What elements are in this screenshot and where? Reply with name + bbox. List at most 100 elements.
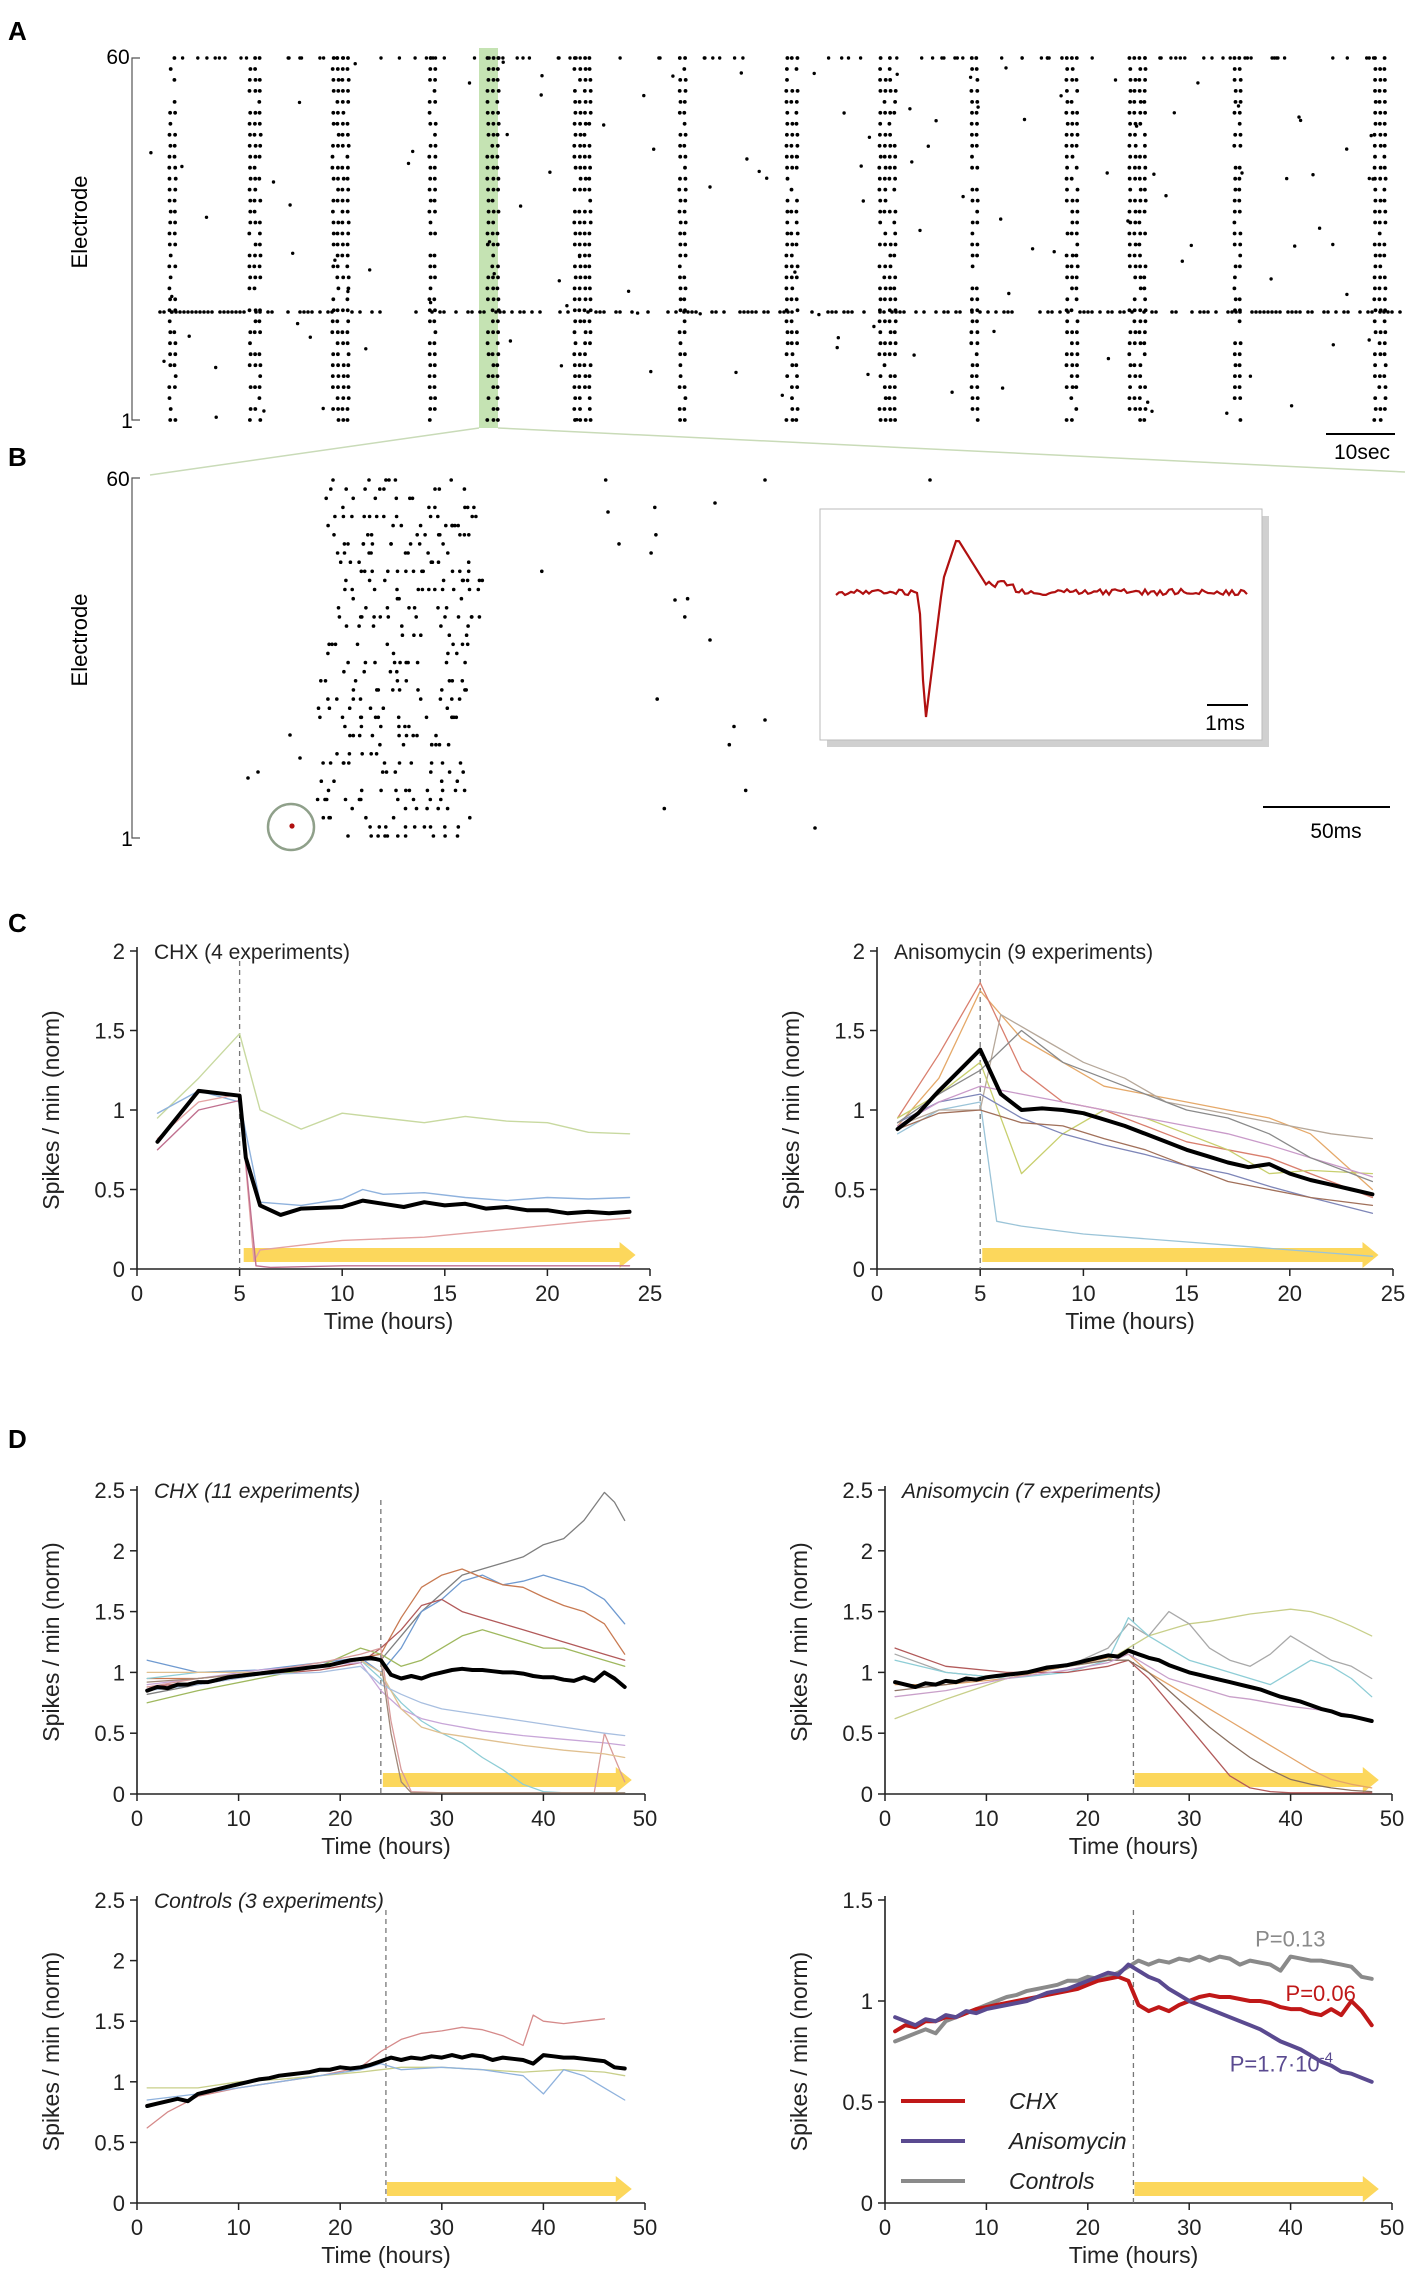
spike-dot (1373, 363, 1377, 368)
spike-dot (893, 89, 898, 93)
spike-dot (878, 310, 882, 314)
series-line-mean (893, 1648, 1374, 1723)
spike-dot (587, 242, 592, 247)
spike-dot (678, 363, 683, 368)
spike-dot (222, 310, 226, 314)
spike-dot (784, 154, 789, 159)
spike-dot (1128, 264, 1132, 269)
spike-dot (410, 496, 415, 501)
spike-dot (223, 56, 227, 60)
spike-dot (1377, 297, 1382, 302)
spike-dot (330, 165, 335, 170)
spike-dot (1138, 231, 1143, 236)
spike-dot (433, 330, 438, 335)
spike-dot (412, 606, 417, 610)
spike-dot (490, 308, 495, 313)
spike-dot (286, 56, 290, 60)
spike-dot (348, 733, 352, 738)
spike-dot (491, 121, 496, 126)
legend-label: Controls (1009, 2168, 1095, 2194)
spike-dot (502, 310, 506, 314)
spike-dot (862, 310, 866, 314)
spike-dot (1127, 407, 1132, 411)
spike-dot (1311, 173, 1315, 177)
spike-dot (330, 319, 335, 324)
spike-dot (892, 330, 897, 335)
spike-dot (1370, 310, 1374, 314)
spike-dot (975, 418, 980, 422)
spike-dot (396, 797, 400, 802)
series-line-exp-8 (896, 1085, 1374, 1178)
spike-dot (335, 67, 340, 71)
spike-dot (577, 374, 582, 378)
spike-dot (226, 310, 230, 314)
spike-dot (257, 110, 262, 115)
spike-dot (1022, 117, 1027, 122)
spike-dot (168, 143, 173, 148)
spike-dot (335, 551, 340, 555)
spike-dot (492, 272, 496, 276)
raster-a: Electrode 60 1 10sec (67, 46, 1402, 464)
spike-dot (438, 697, 443, 701)
x-tick-label: 5 (233, 1281, 245, 1306)
spike-dot (1143, 56, 1147, 60)
spike-dot (795, 330, 799, 335)
spike-dot (888, 165, 892, 170)
x-axis-label: Time (hours) (1065, 1308, 1195, 1334)
spike-dot (172, 198, 177, 203)
spike-dot (649, 551, 653, 555)
spike-dot (487, 240, 492, 244)
y-tick-label: 0 (861, 2191, 873, 2216)
spike-dot (465, 578, 470, 583)
spike-dot (682, 143, 687, 148)
spike-dot (1070, 198, 1075, 203)
spike-dot (431, 56, 435, 60)
spike-dot (353, 62, 357, 66)
spike-dot (247, 363, 252, 368)
spike-dot (180, 56, 185, 60)
spike-dot (1138, 121, 1143, 126)
legend-label: Anisomycin (1007, 2128, 1127, 2154)
spike-dot (1070, 286, 1074, 291)
spike-dot (288, 733, 292, 737)
spike-dot (491, 319, 495, 324)
spike-dot (429, 560, 434, 564)
spike-dot (358, 697, 363, 701)
spike-dot (1382, 352, 1387, 357)
spike-dot (1214, 310, 1218, 314)
spike-dot (321, 761, 325, 765)
spike-dot (433, 587, 437, 592)
spike-dot (1232, 396, 1237, 400)
y-tick-label: 1.5 (834, 1019, 865, 1044)
spike-dot (790, 363, 795, 368)
spike-dot (355, 642, 360, 647)
spike-dot (453, 523, 457, 528)
spike-waveform (835, 539, 1248, 718)
spike-dot (1378, 176, 1383, 181)
spike-dot (490, 264, 495, 269)
spike-dot (248, 154, 253, 159)
spike-dot (678, 253, 683, 258)
spike-dot (432, 407, 437, 411)
spike-dot (466, 624, 470, 628)
spike-dot (1221, 56, 1225, 60)
spike-dot (762, 310, 766, 314)
spike-dot (427, 154, 432, 159)
spike-dot (459, 596, 464, 601)
spike-dot (694, 310, 698, 314)
series-line-exp-7 (146, 1662, 626, 1747)
spike-dot (258, 242, 262, 247)
spike-dot (345, 264, 350, 269)
spike-dot (173, 110, 178, 115)
spike-dot (635, 311, 640, 315)
spike-dot (428, 319, 432, 324)
spike-dot (790, 286, 795, 291)
spike-dot (336, 176, 340, 181)
spike-dot (518, 204, 523, 208)
spike-dot (673, 598, 677, 602)
spike-dot (486, 198, 491, 203)
spike-dot (1378, 198, 1383, 203)
spike-dot (572, 385, 577, 389)
spike-dot (572, 297, 577, 302)
chart-title: CHX (11 experiments) (154, 1480, 360, 1503)
